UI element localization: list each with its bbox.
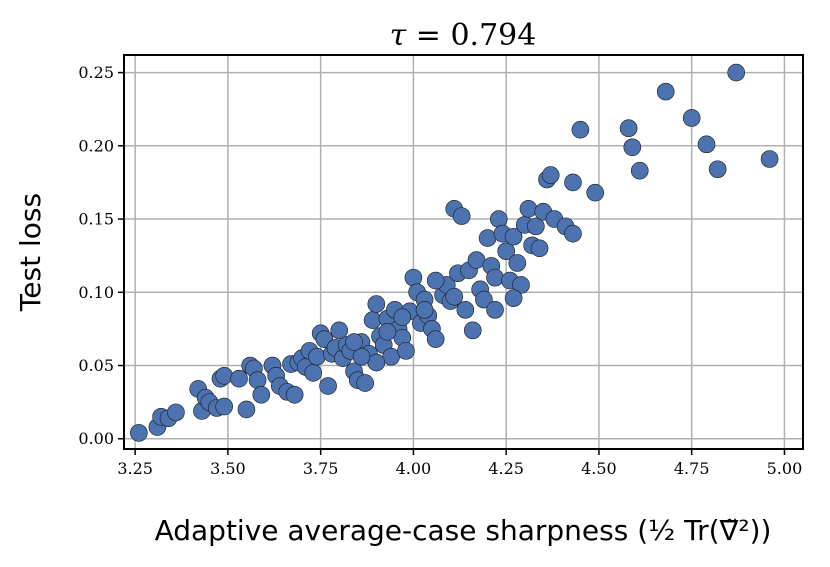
- y-tick-label: 0.10: [78, 283, 114, 302]
- data-point: [541, 166, 560, 184]
- data-point: [319, 377, 337, 395]
- data-point: [130, 424, 148, 442]
- chart-title: τ = 0.794: [390, 18, 537, 53]
- data-point: [489, 210, 508, 228]
- data-point: [248, 371, 267, 389]
- data-point: [330, 321, 349, 340]
- data-point: [486, 268, 504, 287]
- data-point: [252, 386, 271, 404]
- data-point: [619, 119, 638, 138]
- data-point: [586, 183, 605, 202]
- data-point: [452, 207, 471, 225]
- grid-layer: [124, 55, 803, 449]
- data-point: [623, 138, 642, 157]
- data-point: [393, 308, 412, 326]
- data-point: [382, 347, 400, 366]
- y-tick-label: 0.00: [78, 429, 114, 448]
- x-tick-label: 5.00: [767, 459, 803, 478]
- y-tick-label: 0.15: [78, 210, 114, 229]
- x-tick-label: 4.75: [674, 459, 710, 478]
- data-point: [682, 109, 701, 127]
- data-point: [367, 295, 386, 313]
- x-tick-label: 4.25: [488, 459, 524, 478]
- x-axis-label: Adaptive average-case sharpness (½ Tr(∇̃…: [155, 514, 772, 547]
- data-point: [167, 403, 185, 422]
- data-point: [404, 268, 423, 287]
- ticks-layer: 3.25 3.50 3.75 4.00 4.25 4.50 4.75 5.00 0.00 0.05…: [78, 63, 802, 478]
- data-point: [467, 251, 486, 269]
- data-point: [456, 301, 475, 319]
- data-point: [426, 271, 445, 290]
- data-point: [367, 353, 386, 372]
- data-point: [630, 161, 649, 180]
- data-point: [426, 330, 445, 348]
- data-point: [697, 135, 716, 154]
- x-tick-label: 4.00: [396, 459, 432, 478]
- data-point: [727, 63, 746, 82]
- data-point: [378, 323, 397, 341]
- data-point: [760, 150, 779, 168]
- data-point: [497, 242, 515, 261]
- data-point: [215, 366, 233, 385]
- data-point: [237, 400, 256, 419]
- data-point: [478, 229, 497, 247]
- x-tick-label: 3.50: [210, 459, 246, 478]
- data-point: [230, 369, 248, 388]
- data-point: [415, 301, 434, 319]
- data-point: [475, 290, 493, 309]
- y-axis-label: Test loss: [14, 193, 47, 312]
- data-point: [285, 386, 304, 404]
- data-point: [356, 374, 374, 392]
- data-point: [504, 289, 523, 307]
- data-point: [486, 301, 504, 319]
- plot-frame: [123, 54, 804, 450]
- points-layer: [130, 63, 779, 442]
- data-point: [508, 254, 527, 272]
- x-tick-label: 4.50: [581, 459, 617, 478]
- data-point: [564, 173, 582, 192]
- data-point: [519, 199, 538, 218]
- data-point: [397, 342, 415, 360]
- data-point: [656, 82, 675, 101]
- data-point: [527, 217, 545, 236]
- data-point: [463, 321, 482, 340]
- data-point: [504, 227, 523, 246]
- data-point: [571, 120, 590, 139]
- x-tick-label: 3.75: [303, 459, 339, 478]
- data-point: [215, 397, 233, 416]
- data-point: [304, 364, 323, 382]
- y-tick-label: 0.05: [78, 356, 114, 375]
- data-point: [530, 239, 549, 258]
- y-tick-label: 0.20: [78, 136, 114, 155]
- data-point: [445, 287, 464, 306]
- y-tick-label: 0.25: [78, 63, 114, 82]
- x-tick-label: 3.25: [117, 459, 153, 478]
- data-point: [352, 347, 371, 366]
- data-point: [345, 333, 363, 351]
- data-point: [308, 347, 326, 366]
- data-point: [564, 224, 582, 243]
- data-point: [363, 311, 382, 329]
- data-point: [708, 160, 727, 179]
